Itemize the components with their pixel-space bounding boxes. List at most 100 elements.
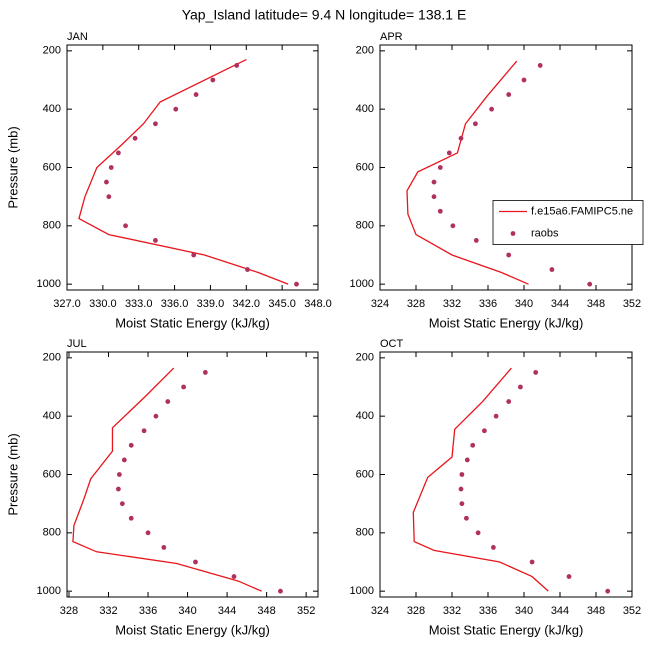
x-axis-label: Moist Static Energy (kJ/kg): [115, 315, 270, 330]
x-tick-label: 342.0: [233, 298, 261, 310]
y-tick-label: 400: [43, 410, 61, 422]
x-tick-label: 344: [551, 298, 569, 310]
raob-point: [470, 442, 476, 448]
x-tick-label: 336: [479, 298, 497, 310]
raob-point: [115, 150, 121, 156]
y-tick-label: 400: [356, 103, 374, 115]
y-tick-label: 1000: [350, 585, 374, 597]
raob-point: [521, 77, 527, 83]
x-tick-label: 330.0: [89, 298, 117, 310]
raob-point: [506, 252, 512, 258]
profile-line: [412, 367, 549, 592]
raob-point: [450, 223, 456, 229]
profile-line: [78, 58, 289, 285]
raob-point: [506, 92, 512, 97]
x-tick-label: 339.0: [197, 298, 225, 310]
raob-point: [489, 106, 494, 112]
raob-point: [605, 588, 611, 594]
x-tick-label: 324: [371, 298, 389, 310]
x-tick-label: 328: [407, 298, 425, 310]
panel-title: OCT: [380, 338, 404, 350]
raob-point: [506, 399, 512, 404]
panel-title: JAN: [67, 31, 88, 43]
x-tick-label: 340: [515, 298, 533, 310]
raob-point: [191, 252, 197, 258]
x-tick-label: 348: [587, 298, 605, 310]
raob-point: [491, 545, 496, 550]
x-tick-label: 352: [297, 605, 315, 617]
raob-point: [493, 413, 499, 419]
raob-point: [278, 588, 283, 594]
raob-point: [537, 63, 543, 68]
raob-point: [128, 515, 134, 521]
raob-point: [165, 399, 171, 404]
raob-point: [234, 63, 240, 68]
raob-point: [193, 559, 198, 565]
raob-point: [529, 559, 535, 565]
y-tick-label: 1000: [37, 278, 61, 290]
x-tick-label: 332: [99, 605, 117, 617]
y-tick-label: 400: [356, 410, 374, 422]
y-tick-label: 800: [43, 220, 61, 232]
raob-point: [104, 179, 109, 185]
y-tick-label: 200: [356, 45, 374, 57]
x-tick-label: 333.0: [125, 298, 153, 310]
y-axis-label: Pressure (mb): [5, 126, 20, 208]
raob-point: [437, 208, 443, 214]
raob-point: [459, 472, 465, 477]
raob-point: [132, 135, 138, 141]
x-axis-label: Moist Static Energy (kJ/kg): [429, 622, 584, 637]
plot-area: [412, 367, 611, 594]
y-tick-label: 400: [43, 103, 61, 115]
profile-line: [72, 367, 262, 592]
x-tick-label: 324: [371, 605, 389, 617]
raob-point: [108, 165, 114, 170]
y-tick-label: 800: [43, 527, 61, 539]
legend-box: [492, 200, 644, 245]
raob-point: [153, 121, 158, 127]
x-tick-label: 345.0: [268, 298, 296, 310]
raob-point: [533, 370, 539, 375]
x-tick-label: 332: [443, 605, 461, 617]
raob-point: [473, 121, 478, 127]
y-tick-label: 200: [43, 352, 61, 364]
plot-frame: [379, 44, 633, 291]
raob-point: [431, 194, 437, 200]
x-tick-label: 348: [587, 605, 605, 617]
x-tick-label: 340: [515, 605, 533, 617]
raob-point: [161, 545, 167, 550]
plot-frame: [379, 351, 633, 598]
raob-point: [141, 428, 147, 434]
raob-point: [458, 135, 464, 141]
raob-point: [566, 574, 572, 579]
panel-title: JUL: [67, 338, 87, 350]
raob-point: [464, 457, 470, 463]
raob-point: [482, 428, 487, 434]
legend-label: f.e15a6.FAMIPC5.ne: [531, 205, 633, 217]
plot-frame: [66, 44, 319, 291]
figure-title: Yap_Island latitude= 9.4 N longitude= 13…: [182, 7, 467, 23]
y-tick-label: 800: [356, 527, 374, 539]
raob-point: [145, 530, 151, 536]
raob-point: [210, 77, 216, 83]
raob-point: [437, 165, 443, 170]
x-tick-label: 328: [60, 605, 78, 617]
y-axis-label: Pressure (mb): [5, 433, 20, 515]
raob-point: [173, 106, 179, 112]
plot-area: [406, 60, 593, 287]
raob-point: [193, 92, 199, 97]
raob-point: [116, 472, 122, 477]
raob-point: [128, 442, 134, 448]
raob-point: [153, 413, 159, 419]
raob-point: [115, 486, 121, 492]
raob-point: [473, 238, 479, 243]
raob-point: [245, 267, 250, 272]
plot-area: [72, 367, 283, 594]
y-tick-label: 200: [356, 352, 374, 364]
raob-point: [181, 384, 187, 390]
x-axis-label: Moist Static Energy (kJ/kg): [429, 315, 584, 330]
raob-point: [549, 267, 555, 272]
raob-point: [458, 486, 464, 492]
panel-title: APR: [380, 31, 403, 43]
